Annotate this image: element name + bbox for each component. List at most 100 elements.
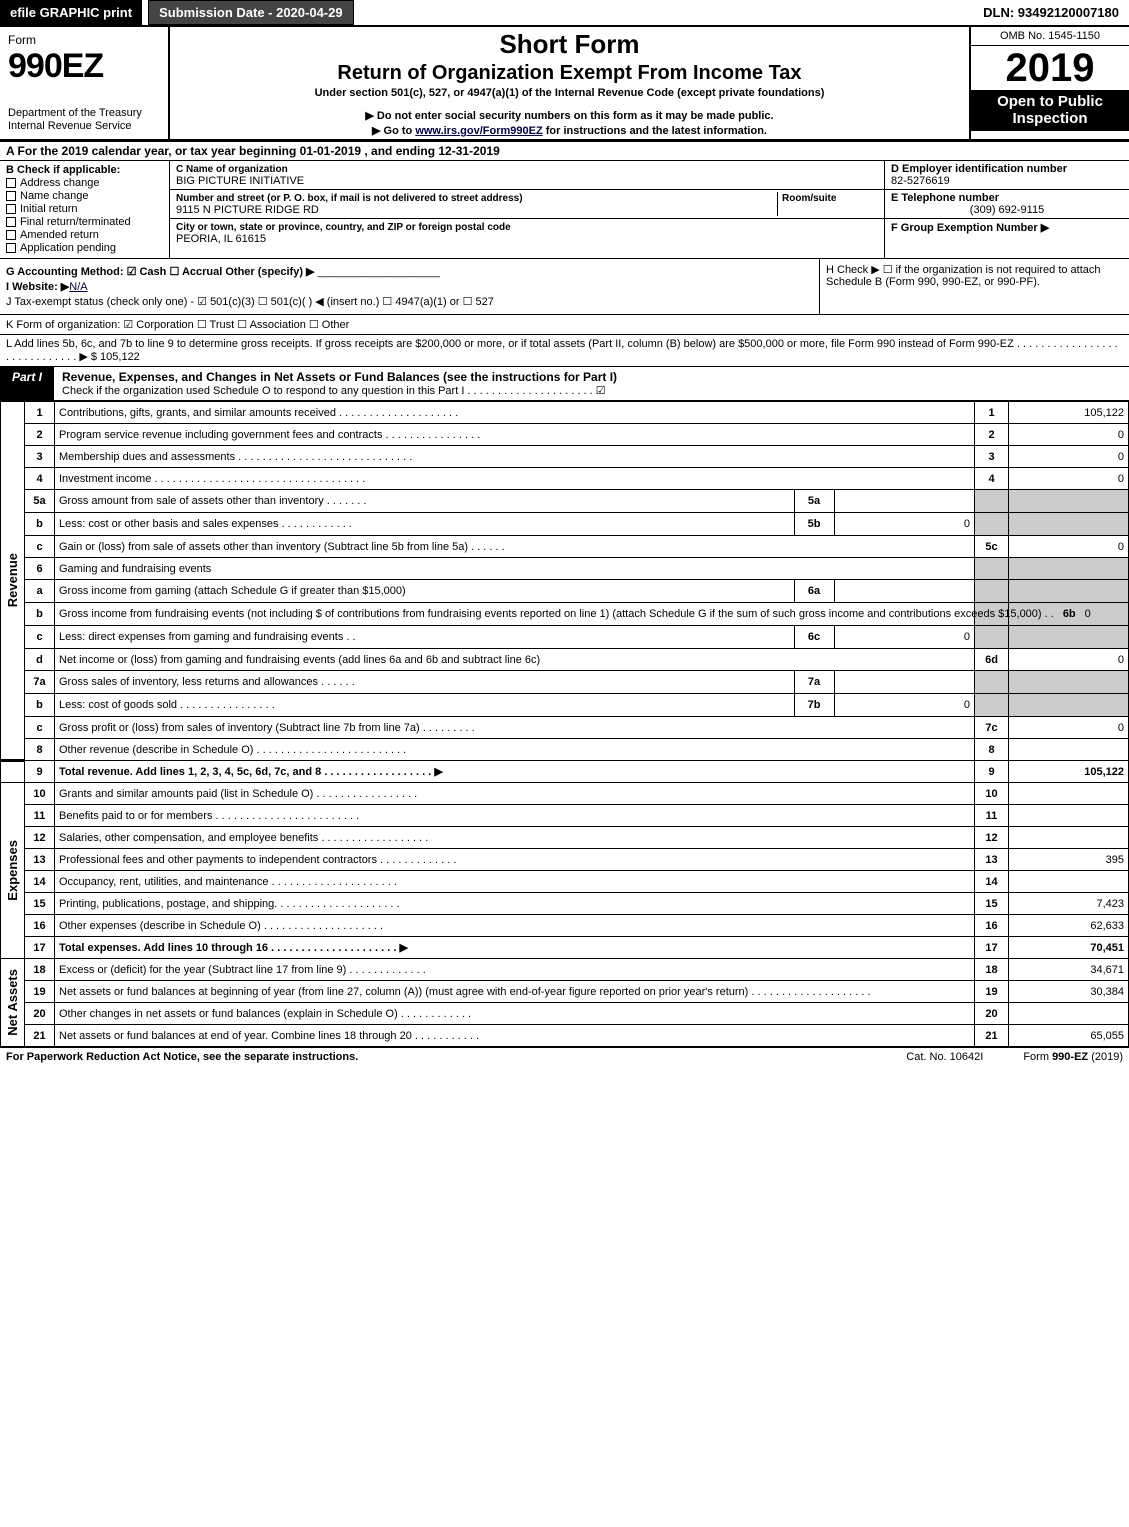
top-bar: efile GRAPHIC print Submission Date - 20… (0, 0, 1129, 27)
tax-year: 2019 (971, 46, 1129, 90)
cb-address-change[interactable]: Address change (6, 177, 163, 189)
paperwork-notice: For Paperwork Reduction Act Notice, see … (6, 1051, 866, 1063)
cb-label: Amended return (20, 229, 99, 241)
part1-tag: Part I (0, 367, 54, 400)
line-8: 8Other revenue (describe in Schedule O) … (1, 739, 1129, 761)
c-addr-label: Number and street (or P. O. box, if mail… (176, 193, 523, 204)
cb-initial-return[interactable]: Initial return (6, 203, 163, 215)
line-16: 16Other expenses (describe in Schedule O… (1, 915, 1129, 937)
cb-amended[interactable]: Amended return (6, 229, 163, 241)
c-city-cell: City or town, state or province, country… (170, 219, 884, 247)
cb-application-pending[interactable]: Application pending (6, 242, 163, 254)
line-7c: cGross profit or (loss) from sales of in… (1, 717, 1129, 739)
org-city: PEORIA, IL 61615 (176, 233, 266, 245)
h-check: H Check ▶ ☐ if the organization is not r… (819, 259, 1129, 314)
checkbox-icon (6, 217, 16, 227)
checkbox-icon (6, 178, 16, 188)
line-5c: cGain or (loss) from sale of assets othe… (1, 536, 1129, 558)
phone-value: (309) 692-9115 (891, 204, 1123, 216)
page-footer: For Paperwork Reduction Act Notice, see … (0, 1047, 1129, 1066)
department: Department of the Treasury Internal Reve… (8, 107, 160, 133)
checkbox-icon (6, 230, 16, 240)
line-3: 3Membership dues and assessments . . . .… (1, 446, 1129, 468)
form-ref: Form 990-EZ (2019) (1023, 1051, 1123, 1063)
k-form-org: K Form of organization: ☑ Corporation ☐ … (0, 315, 1129, 335)
d-label: D Employer identification number (891, 163, 1067, 175)
under-section: Under section 501(c), 527, or 4947(a)(1)… (176, 87, 963, 99)
title-short-form: Short Form (176, 29, 963, 60)
i-website: I Website: ▶N/A (6, 280, 813, 293)
org-address: 9115 N PICTURE RIDGE RD (176, 204, 319, 216)
line-6c: c Less: direct expenses from gaming and … (1, 626, 1129, 649)
title-return: Return of Organization Exempt From Incom… (176, 62, 963, 85)
part1-header: Part I Revenue, Expenses, and Changes in… (0, 367, 1129, 401)
ein-value: 82-5276619 (891, 175, 950, 187)
line-2: 2Program service revenue including gover… (1, 424, 1129, 446)
part1-title-text: Revenue, Expenses, and Changes in Net As… (62, 370, 617, 384)
row-a-period: A For the 2019 calendar year, or tax yea… (0, 142, 1129, 161)
room-label: Room/suite (782, 193, 836, 204)
line-4: 4Investment income . . . . . . . . . . .… (1, 468, 1129, 490)
part1-title: Revenue, Expenses, and Changes in Net As… (54, 367, 1129, 400)
cb-label: Address change (20, 177, 100, 189)
dln: DLN: 93492120007180 (973, 0, 1129, 25)
form-word: Form (8, 33, 160, 47)
cb-final-return[interactable]: Final return/terminated (6, 216, 163, 228)
side-net-assets: Net Assets (1, 959, 25, 1047)
line-18: Net Assets 18Excess or (deficit) for the… (1, 959, 1129, 981)
e-phone-cell: E Telephone number (309) 692-9115 (885, 190, 1129, 219)
line-7a: 7a Gross sales of inventory, less return… (1, 671, 1129, 694)
c-name-cell: C Name of organization BIG PICTURE INITI… (170, 161, 884, 190)
line-6d: dNet income or (loss) from gaming and fu… (1, 649, 1129, 671)
g-accounting: G Accounting Method: ☑ Cash ☐ Accrual Ot… (6, 265, 813, 278)
col-c: C Name of organization BIG PICTURE INITI… (170, 161, 884, 258)
goto-post: for instructions and the latest informat… (543, 125, 767, 137)
d-ein-cell: D Employer identification number 82-5276… (885, 161, 1129, 190)
col-b: B Check if applicable: Address change Na… (0, 161, 170, 258)
cb-label: Application pending (20, 242, 116, 254)
block-g-h: G Accounting Method: ☑ Cash ☐ Accrual Ot… (0, 259, 1129, 315)
c-name-label: C Name of organization (176, 164, 288, 175)
line-1: Revenue 1Contributions, gifts, grants, a… (1, 402, 1129, 424)
col-d-e-f: D Employer identification number 82-5276… (884, 161, 1129, 258)
block-b-c-d-e-f: B Check if applicable: Address change Na… (0, 161, 1129, 259)
cb-label: Final return/terminated (20, 216, 131, 228)
line-14: 14Occupancy, rent, utilities, and mainte… (1, 871, 1129, 893)
line-21: 21Net assets or fund balances at end of … (1, 1025, 1129, 1047)
line-15: 15Printing, publications, postage, and s… (1, 893, 1129, 915)
line-13: 13Professional fees and other payments t… (1, 849, 1129, 871)
l-gross-receipts: L Add lines 5b, 6c, and 7b to line 9 to … (0, 335, 1129, 367)
f-group-cell: F Group Exemption Number ▶ (885, 219, 1129, 236)
line-11: 11Benefits paid to or for members . . . … (1, 805, 1129, 827)
irs-link[interactable]: www.irs.gov/Form990EZ (415, 125, 542, 137)
line-5b: b Less: cost or other basis and sales ex… (1, 513, 1129, 536)
line-6a: a Gross income from gaming (attach Sched… (1, 580, 1129, 603)
omb-number: OMB No. 1545-1150 (971, 27, 1129, 46)
line-6: 6Gaming and fundraising events (1, 558, 1129, 580)
cat-no: Cat. No. 10642I (906, 1051, 983, 1063)
website-value: N/A (69, 281, 87, 293)
f-label: F Group Exemption Number ▶ (891, 222, 1049, 234)
cb-label: Name change (20, 190, 89, 202)
line-5a: 5a Gross amount from sale of assets othe… (1, 490, 1129, 513)
checkbox-icon (6, 191, 16, 201)
cb-label: Initial return (20, 203, 77, 215)
g-blank: ____________________ (318, 266, 440, 278)
part1-sub: Check if the organization used Schedule … (62, 384, 1121, 397)
goto-pre: ▶ Go to (372, 125, 415, 137)
ghi-left: G Accounting Method: ☑ Cash ☐ Accrual Ot… (0, 259, 819, 314)
line-6b: b Gross income from fundraising events (… (1, 603, 1129, 626)
cb-name-change[interactable]: Name change (6, 190, 163, 202)
e-label: E Telephone number (891, 192, 999, 204)
efile-print-button[interactable]: efile GRAPHIC print (0, 0, 142, 25)
open-inspection: Open to Public Inspection (971, 90, 1129, 131)
form-number: 990EZ (8, 47, 160, 86)
submission-date: Submission Date - 2020-04-29 (148, 0, 354, 25)
line-17: 17Total expenses. Add lines 10 through 1… (1, 937, 1129, 959)
checkbox-icon (6, 243, 16, 253)
b-header: B Check if applicable: (6, 164, 163, 176)
side-revenue: Revenue (1, 402, 25, 761)
form-header: Form 990EZ Department of the Treasury In… (0, 27, 1129, 142)
j-tax-exempt: J Tax-exempt status (check only one) - ☑… (6, 295, 813, 308)
line-12: 12Salaries, other compensation, and empl… (1, 827, 1129, 849)
